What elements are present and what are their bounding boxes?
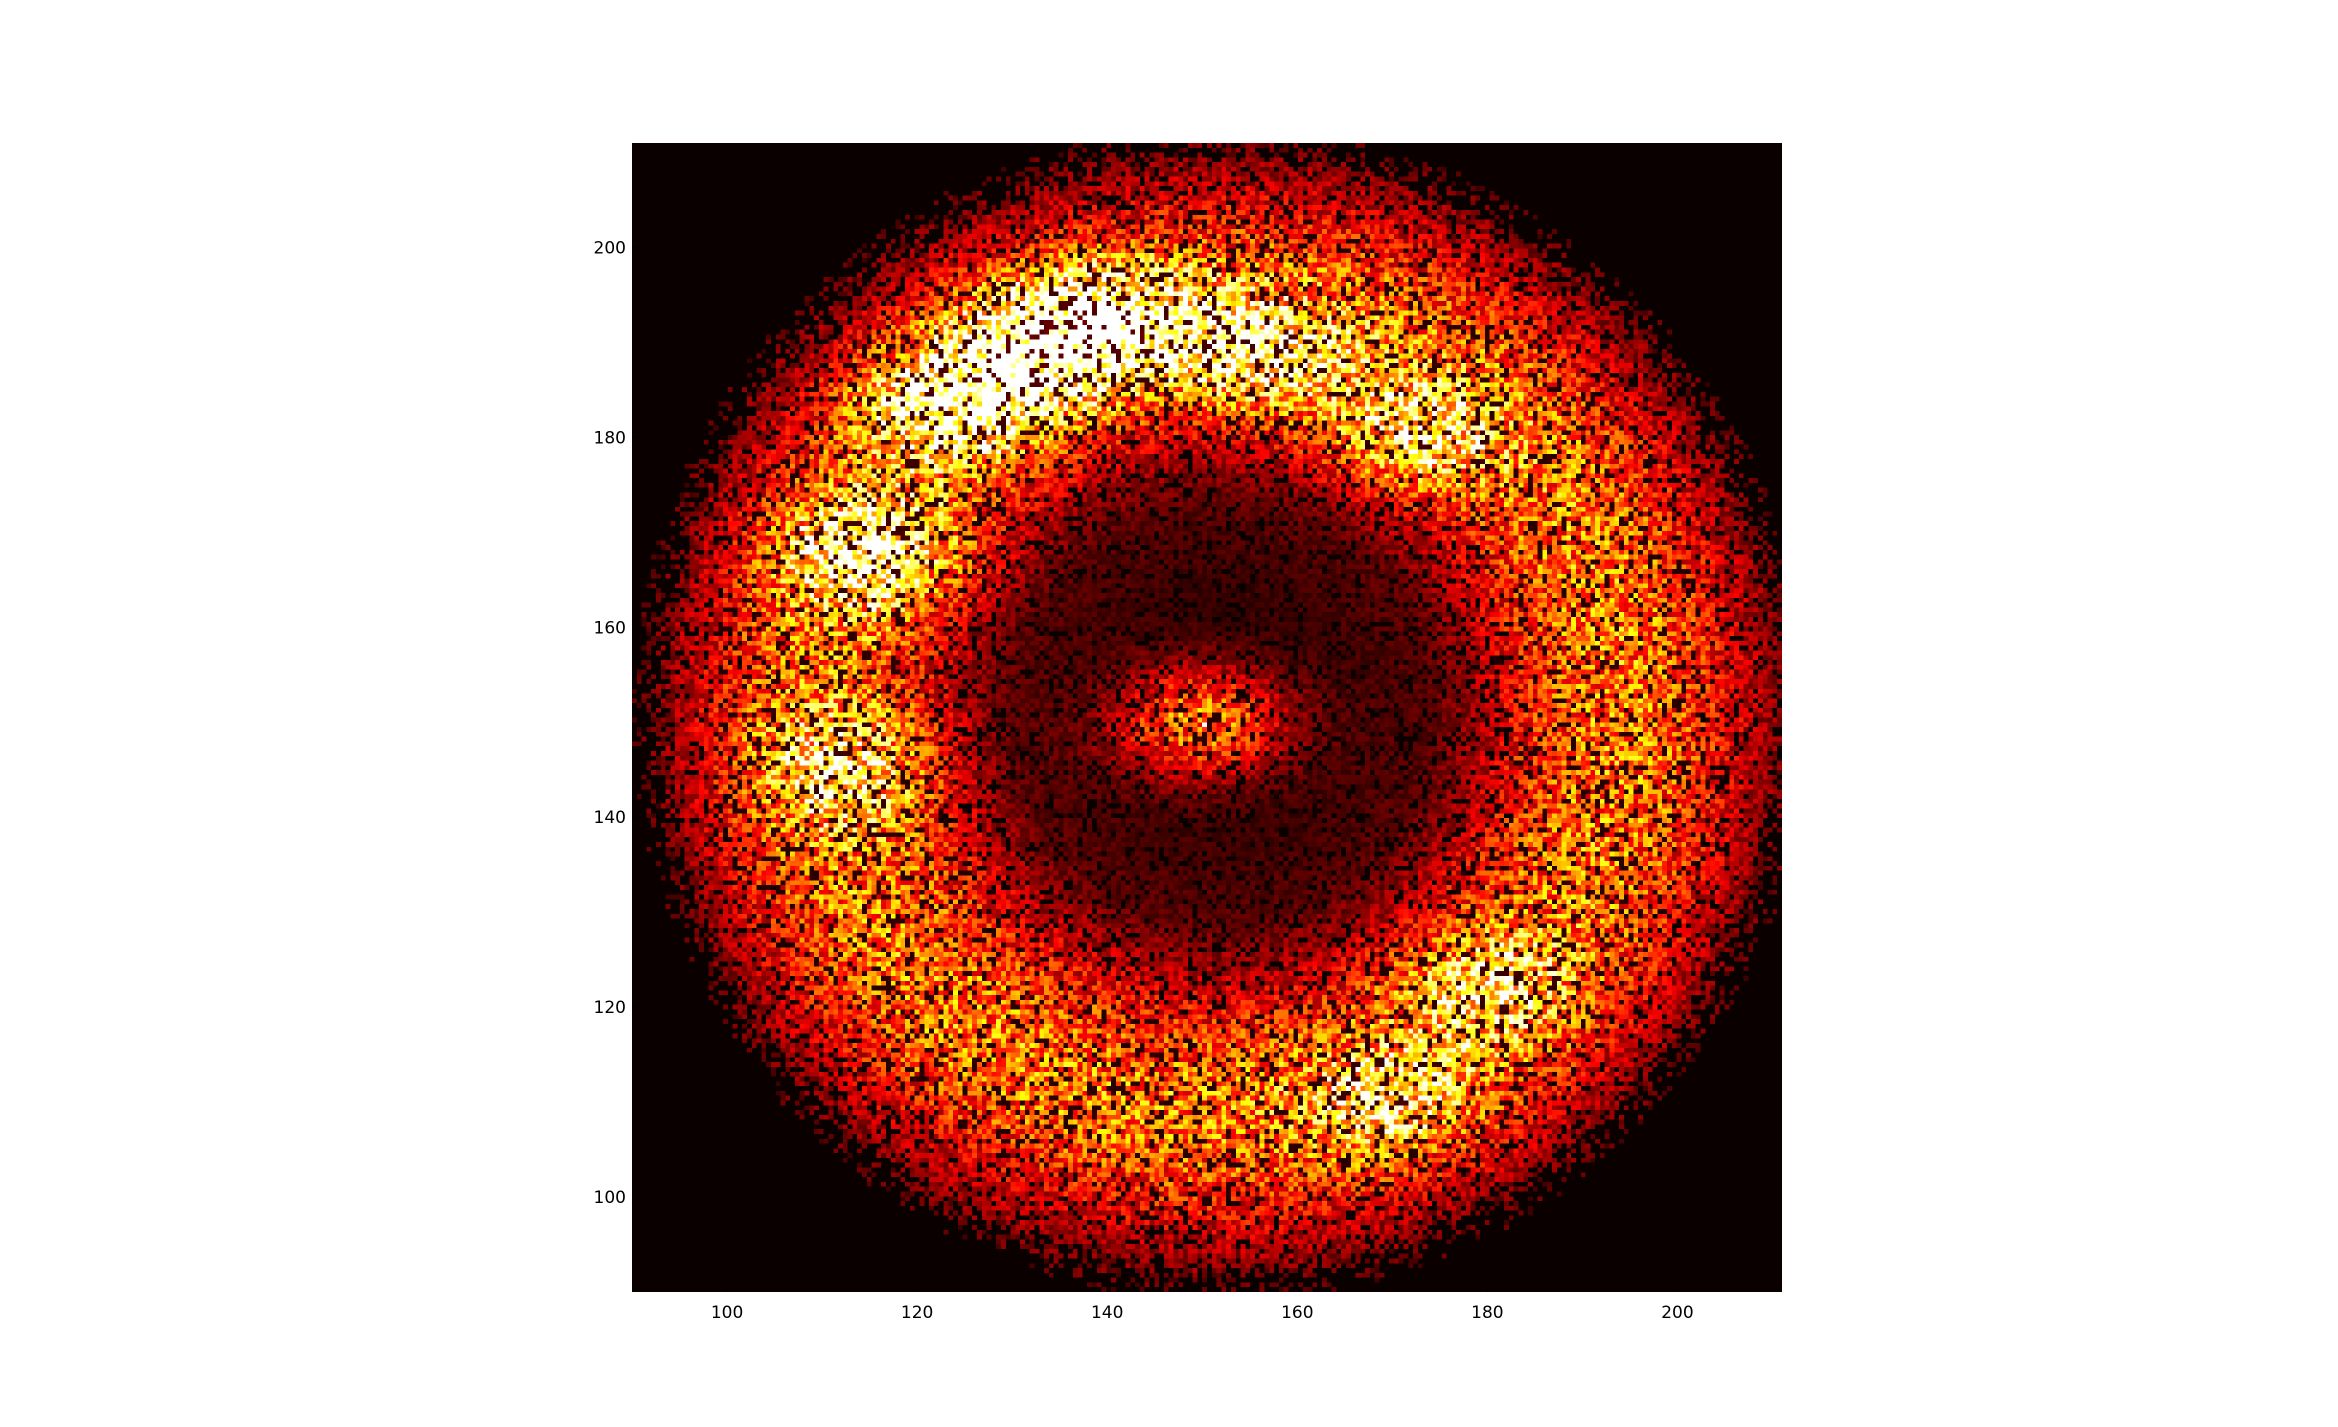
x-tick-label: 100	[711, 1303, 743, 1323]
y-tick-label: 140	[594, 808, 626, 828]
y-tick-label: 180	[594, 428, 626, 448]
y-axis: 100 120 140 160 180 200	[594, 238, 638, 1208]
x-tick-label: 180	[1471, 1303, 1503, 1323]
x-tick-label: 140	[1091, 1303, 1123, 1323]
heatmap-image	[632, 143, 1782, 1292]
y-tick-label: 160	[594, 618, 626, 638]
x-tick-label: 160	[1281, 1303, 1313, 1323]
y-tick-label: 100	[594, 1188, 626, 1208]
x-tick-label: 120	[901, 1303, 933, 1323]
x-axis: 100 120 140 160 180 200	[711, 1286, 1694, 1323]
x-tick-label: 200	[1661, 1303, 1693, 1323]
y-tick-label: 200	[594, 238, 626, 258]
y-tick-label: 120	[594, 998, 626, 1018]
plot-area	[632, 143, 1782, 1292]
